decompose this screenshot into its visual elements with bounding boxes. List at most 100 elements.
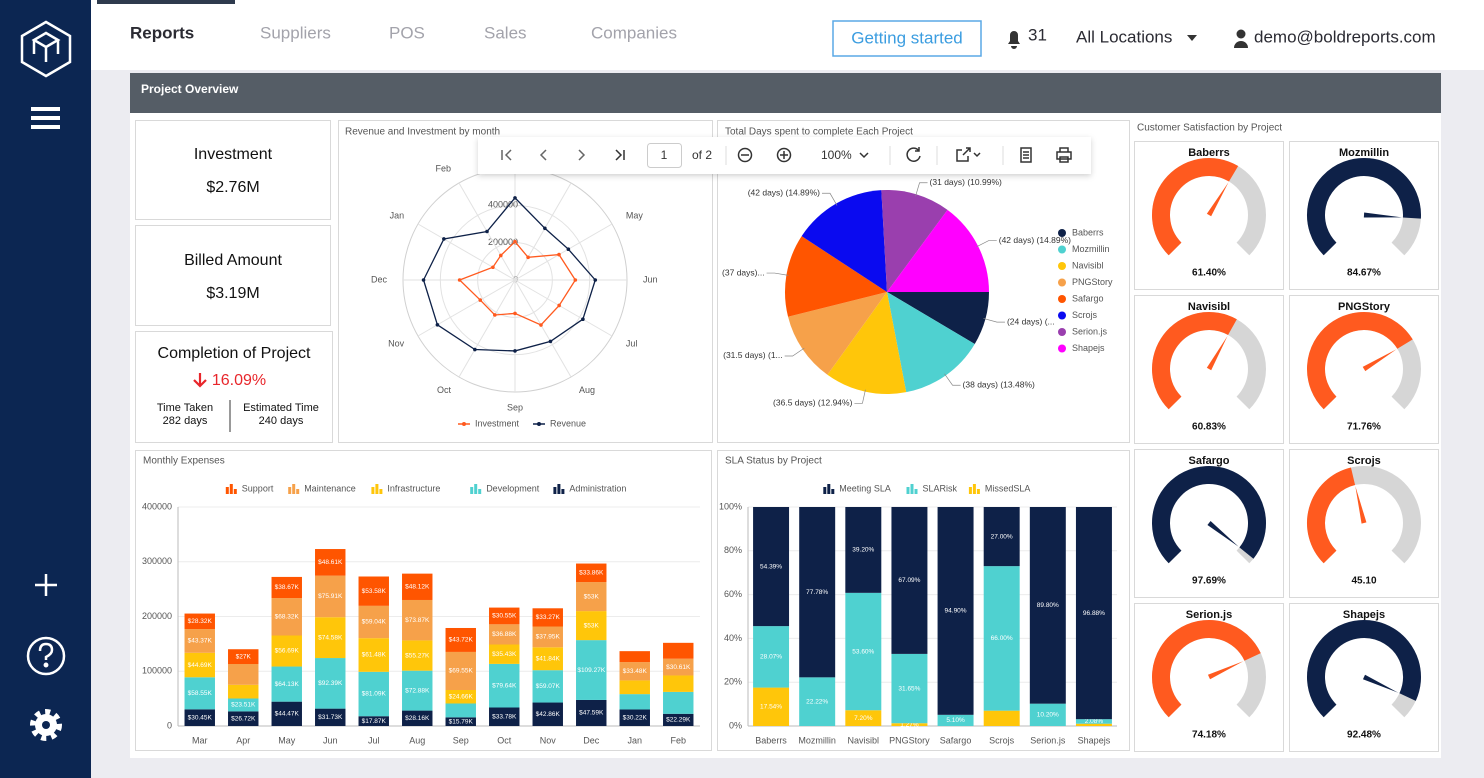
bar-segment — [937, 507, 974, 715]
bar-segment — [576, 563, 607, 583]
zoom-out[interactable] — [737, 147, 753, 163]
gauge-title: Serion.js — [1186, 609, 1232, 621]
bar-segment — [228, 684, 259, 699]
gauge-value-label: 97.69% — [1192, 576, 1226, 587]
kpi-sub-value: 282 days — [163, 415, 208, 427]
data-label: (31.5 days) (1... — [723, 350, 783, 360]
bar-segment — [576, 582, 607, 612]
settings-icon[interactable] — [30, 709, 62, 741]
bar-segment — [271, 598, 302, 636]
x-tick-label: Baberrs — [755, 735, 787, 745]
bar-segment — [532, 647, 563, 671]
gauge-needle — [1206, 182, 1229, 217]
radar-point — [513, 196, 517, 200]
bar-segment — [445, 651, 476, 691]
caret — [1187, 35, 1197, 41]
legend-swatch — [972, 484, 976, 494]
data-label: $17.87K — [362, 718, 387, 725]
data-label: 53.60% — [852, 648, 874, 655]
bar-segment — [619, 709, 650, 726]
kpi-card — [135, 120, 331, 220]
zoom-level[interactable]: 100% — [821, 148, 852, 162]
radar-point — [435, 323, 440, 327]
zoom-caret[interactable] — [859, 152, 869, 159]
pie-slice — [881, 190, 948, 292]
data-label: $15.79K — [449, 718, 474, 725]
category-label: Jun — [643, 274, 658, 284]
bar-segment — [489, 707, 520, 726]
leader-line — [983, 318, 1005, 323]
bar-segment — [445, 627, 476, 652]
panel — [338, 120, 713, 443]
legend-swatch — [823, 487, 827, 494]
data-label: $53.58K — [362, 588, 387, 595]
menu-icon[interactable] — [31, 107, 60, 129]
chart-title: SLA Status by Project — [725, 456, 822, 467]
bar-segment — [315, 549, 346, 576]
data-label: 10.20% — [1037, 712, 1059, 719]
data-label: $74.58K — [318, 634, 343, 641]
next-page[interactable] — [578, 149, 586, 161]
bar-segment — [1075, 507, 1112, 720]
legend-swatch — [968, 487, 972, 494]
data-label: $33.27K — [536, 614, 561, 621]
first-page[interactable] — [501, 149, 512, 161]
page-setup[interactable] — [1020, 147, 1032, 163]
export[interactable] — [956, 147, 981, 162]
getting-started-label[interactable]: Getting started — [851, 28, 963, 47]
legend-swatch — [292, 484, 296, 494]
gauge-value-label: 84.67% — [1347, 268, 1381, 279]
r-tick-label: 200000 — [488, 237, 518, 247]
bar-segment — [753, 507, 790, 627]
last-page[interactable] — [615, 149, 625, 161]
gauge-value — [1307, 620, 1421, 718]
add-icon[interactable] — [35, 574, 57, 596]
data-label: 66.00% — [991, 635, 1013, 642]
nav-tab[interactable]: Reports — [130, 23, 194, 42]
location-select[interactable]: All Locations — [1076, 27, 1172, 46]
bell-icon[interactable] — [1008, 31, 1020, 49]
user-icon[interactable] — [1234, 29, 1248, 49]
nav-tab[interactable]: Companies — [591, 23, 677, 42]
prev-page[interactable] — [539, 149, 547, 161]
legend-swatch — [906, 487, 910, 494]
category-label: Jul — [626, 338, 638, 348]
radar-point — [543, 226, 547, 231]
spoke — [514, 182, 572, 281]
nav-tab[interactable]: Suppliers — [260, 23, 331, 42]
bar-segment — [576, 611, 607, 641]
x-tick-label: Jun — [323, 735, 338, 745]
kpi-value: 16.09% — [212, 372, 266, 389]
legend-label: Administration — [569, 483, 626, 493]
gauge-needle — [1362, 349, 1397, 372]
nav-tab[interactable]: Sales — [484, 23, 527, 42]
legend-label: Maintenance — [304, 483, 356, 493]
category-label: Nov — [388, 338, 405, 348]
gauge-title: PNGStory — [1338, 301, 1391, 313]
bar-segment — [799, 507, 836, 678]
gauge-value-label: 45.10 — [1351, 576, 1376, 587]
bar-segment — [445, 703, 476, 718]
page-count: of 2 — [692, 148, 712, 162]
radar-point — [499, 253, 503, 258]
print[interactable] — [1056, 147, 1072, 163]
data-label: 5.10% — [946, 717, 965, 724]
x-tick-label: Shapejs — [1078, 735, 1111, 745]
help-icon[interactable] — [26, 636, 66, 676]
radar-point — [513, 311, 517, 316]
getting-started-button[interactable] — [832, 20, 982, 57]
x-tick-label: Sep — [453, 735, 469, 745]
zoom-in[interactable] — [776, 147, 792, 163]
page-number[interactable]: 1 — [661, 148, 668, 162]
nav-tab[interactable]: POS — [389, 23, 425, 42]
leader-line — [766, 272, 789, 276]
data-label: $31.73K — [318, 714, 343, 721]
notification-count[interactable]: 31 — [1028, 25, 1047, 44]
sidebar — [0, 0, 91, 778]
logo[interactable] — [20, 20, 72, 78]
page-input[interactable] — [647, 143, 682, 168]
data-label: 54.39% — [760, 563, 782, 570]
refresh[interactable] — [906, 147, 921, 162]
user-email[interactable]: demo@boldreports.com — [1254, 27, 1436, 46]
